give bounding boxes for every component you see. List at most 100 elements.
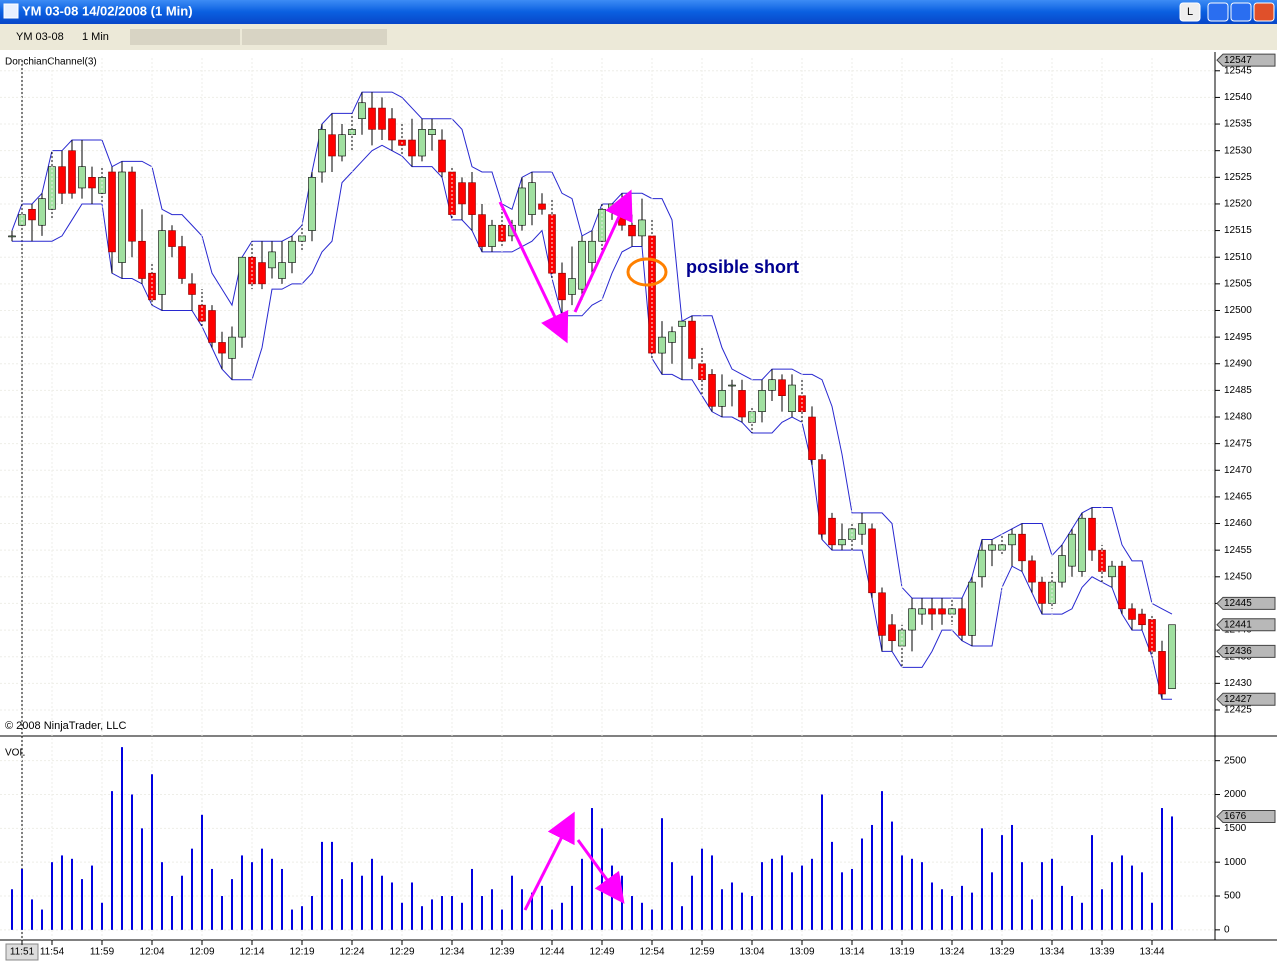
candle-body	[878, 592, 886, 636]
candle-body	[1028, 560, 1036, 583]
price-marker	[1216, 644, 1276, 658]
candle-body	[258, 262, 266, 285]
candle-body	[1118, 565, 1126, 610]
y-tick-label: 12530	[1224, 145, 1252, 156]
minimize-button[interactable]	[1207, 2, 1229, 22]
candle-body	[748, 411, 756, 423]
toolbar-icons[interactable]	[242, 29, 387, 45]
price-marker-label: 12445	[1224, 598, 1252, 609]
x-tick-label: 12:14	[239, 947, 264, 958]
y-tick-label: 12525	[1224, 172, 1252, 183]
candle-body	[778, 379, 786, 397]
y-tick-label: 12460	[1224, 518, 1252, 529]
y-tick-label: 12470	[1224, 465, 1252, 476]
candle-body	[188, 283, 196, 295]
candle-body	[888, 624, 896, 642]
y-tick-label: 12485	[1224, 385, 1252, 396]
candle-body	[478, 214, 486, 247]
price-marker-label: 12547	[1224, 55, 1252, 66]
candle-body	[938, 608, 946, 615]
candle-body	[378, 107, 386, 130]
arrow	[576, 839, 625, 904]
candle-body	[828, 517, 836, 546]
candle-body	[1108, 565, 1116, 578]
candle-body	[988, 544, 996, 551]
y-tick-label: 12455	[1224, 545, 1252, 556]
maximize-button[interactable]	[1230, 2, 1252, 22]
y-tick-label: 12490	[1224, 358, 1252, 369]
candle-body	[638, 219, 646, 237]
x-tick-label: 12:24	[339, 947, 364, 958]
candle-body	[218, 342, 226, 354]
candle-body	[968, 581, 976, 636]
donchian-channel	[12, 144, 1172, 700]
y-tick-label: 12475	[1224, 438, 1252, 449]
x-tick-label: 13:24	[939, 947, 964, 958]
y-tick-label: 12545	[1224, 65, 1252, 76]
toolbar-icons[interactable]	[130, 29, 240, 45]
plot-background	[0, 50, 1277, 966]
close-button[interactable]	[1253, 2, 1275, 22]
candle-body	[868, 528, 876, 594]
link-button-label[interactable]: L	[1187, 6, 1193, 18]
candle-body	[598, 208, 606, 242]
x-tick-label: 12:44	[539, 947, 564, 958]
candle-body	[308, 177, 316, 231]
candle-body	[568, 278, 576, 295]
price-marker	[1216, 809, 1276, 823]
instrument-selector[interactable]: YM 03-08	[16, 31, 64, 43]
candle-body	[108, 171, 116, 253]
price-marker-label: 1676	[1224, 811, 1247, 822]
candle-body	[358, 102, 366, 120]
candle-body	[438, 139, 446, 173]
y-tick-label: 2500	[1224, 755, 1247, 766]
x-tick-label: 11:59	[90, 947, 115, 958]
x-tick-label: 12:59	[689, 947, 714, 958]
candle-body	[1128, 608, 1136, 620]
candle-body	[208, 310, 216, 343]
candle-body	[1168, 624, 1176, 689]
candle-body	[28, 208, 36, 221]
candle-body	[688, 320, 696, 359]
candle-body	[628, 224, 636, 237]
x-tick-label: 11:51	[10, 947, 35, 958]
candle-body	[1078, 517, 1086, 572]
candle-body	[578, 240, 586, 290]
x-tick-label: 12:09	[189, 947, 214, 958]
candle-body	[68, 150, 76, 194]
candle-body	[728, 384, 736, 387]
y-tick-label: 12535	[1224, 119, 1252, 130]
candle-body	[1098, 549, 1106, 572]
candle-body	[538, 203, 546, 210]
interval-selector[interactable]: 1 Min	[82, 31, 109, 43]
y-tick-label: 12510	[1224, 252, 1252, 263]
candle-body	[418, 129, 426, 157]
candle-body	[818, 459, 826, 535]
y-tick-label: 12500	[1224, 305, 1252, 316]
y-tick-label: 12430	[1224, 678, 1252, 689]
y-tick-label: 12425	[1224, 705, 1252, 716]
candle-body	[1088, 517, 1096, 551]
candle-body	[1158, 651, 1166, 695]
x-tick-label: 12:04	[139, 947, 164, 958]
candle-body	[518, 187, 526, 226]
candle-body	[58, 166, 66, 194]
candle-body	[1018, 533, 1026, 562]
candle-body	[368, 107, 376, 130]
x-tick-label: 12:39	[489, 947, 514, 958]
price-marker-label: 12427	[1224, 694, 1252, 705]
candle-body	[8, 235, 16, 238]
arrow	[523, 811, 575, 911]
candle-body	[238, 256, 246, 338]
candle-body	[958, 608, 966, 636]
link-button[interactable]	[1179, 2, 1201, 22]
copyright: © 2008 NinjaTrader, LLC	[5, 720, 126, 732]
candle-body	[408, 139, 416, 157]
candle-body	[678, 320, 686, 327]
candle-body	[668, 331, 676, 343]
highlight-ellipse	[626, 257, 668, 287]
candle-body	[1048, 581, 1056, 604]
candle-body	[528, 182, 536, 215]
candle-body	[138, 240, 146, 279]
